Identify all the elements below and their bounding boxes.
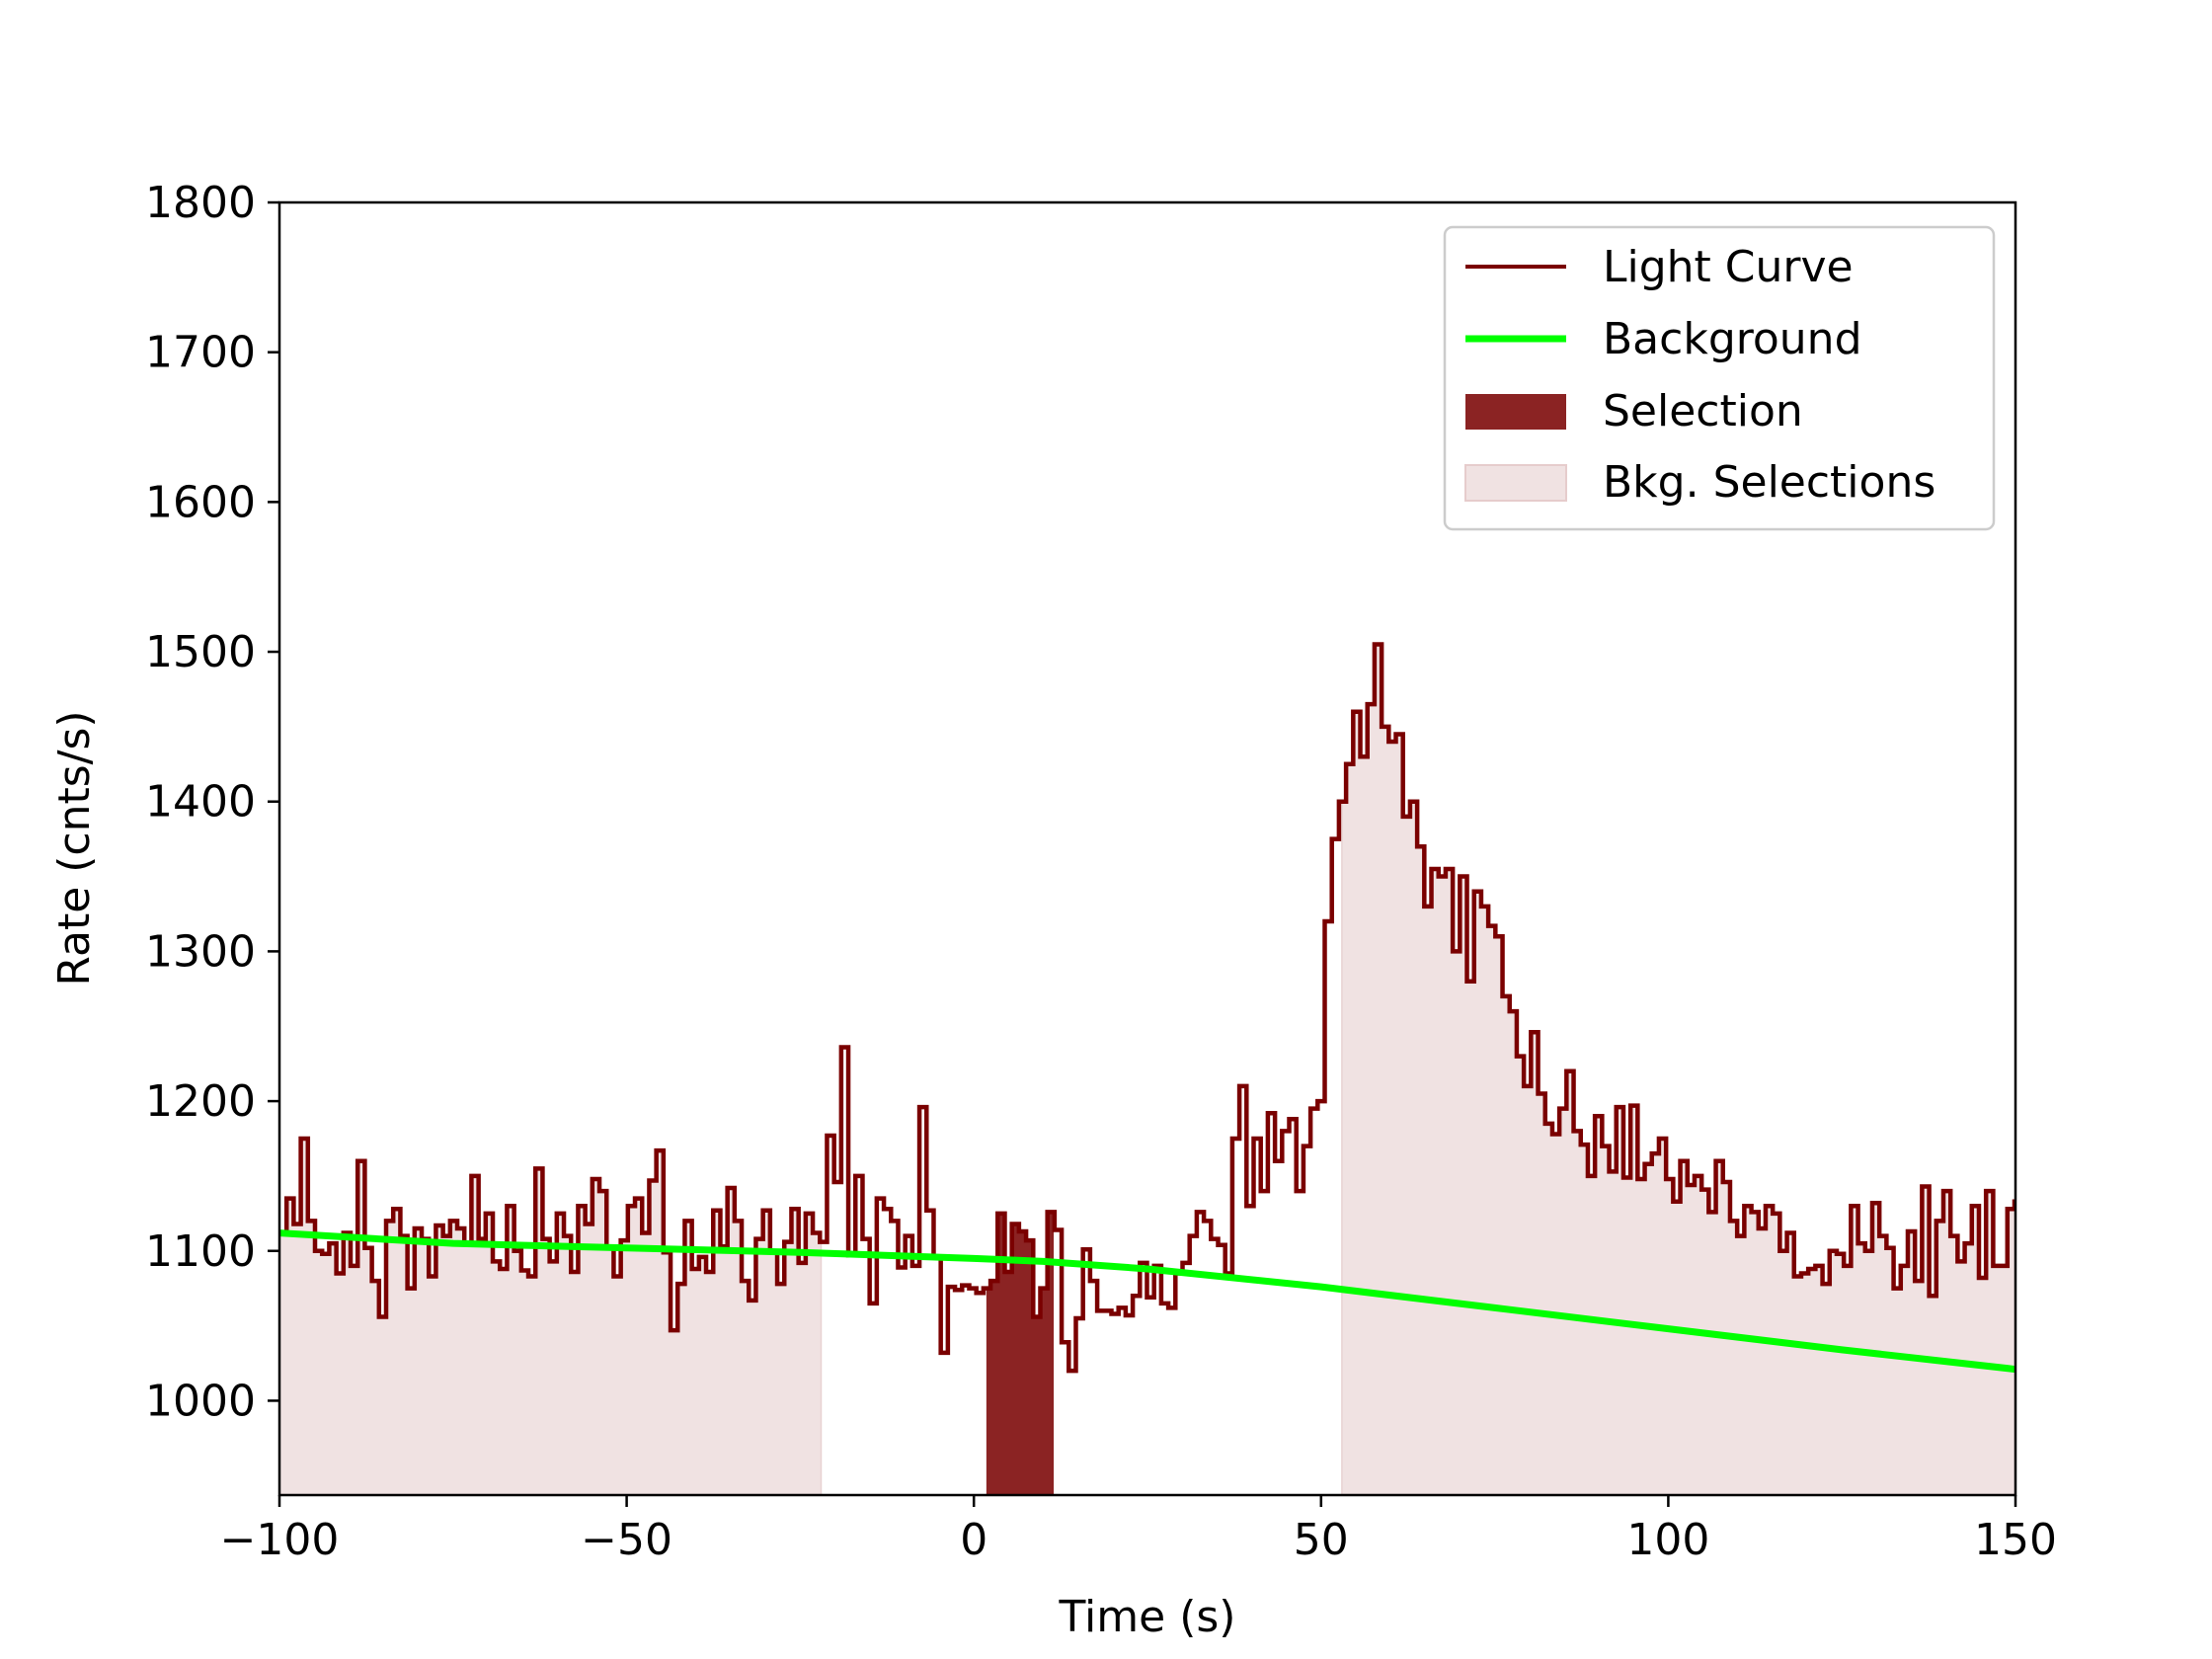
y-tick-label: 1400 bbox=[145, 777, 256, 828]
background-fit-layer bbox=[279, 1229, 2015, 1374]
y-tick-label: 1600 bbox=[145, 477, 256, 527]
y-tick-label: 1700 bbox=[145, 328, 256, 378]
legend-selection-label: Selection bbox=[1603, 386, 1803, 436]
legend-light-curve-label: Light Curve bbox=[1603, 242, 1854, 292]
x-tick-label: 100 bbox=[1626, 1515, 1709, 1565]
legend-selection-swatch bbox=[1465, 394, 1566, 430]
plot-frame bbox=[277, 200, 2017, 1497]
light-curve-layer bbox=[279, 642, 2015, 1374]
x-axis-ticks: −100 −50 0 50 100 150 bbox=[220, 1495, 2057, 1565]
x-tick-label: −50 bbox=[581, 1515, 672, 1565]
y-tick-label: 1500 bbox=[145, 627, 256, 677]
legend-bkg-selections-label: Bkg. Selections bbox=[1603, 457, 1936, 508]
legend-bkg-selections-swatch bbox=[1464, 464, 1567, 502]
y-axis-ticks: 1000 1100 1200 1300 1400 1500 1600 1700 1800 bbox=[145, 178, 279, 1426]
y-tick-label: 1000 bbox=[145, 1376, 256, 1426]
selection-layer bbox=[986, 1212, 1055, 1495]
x-tick-label: 0 bbox=[960, 1515, 988, 1565]
selection-region bbox=[986, 1212, 1055, 1495]
y-tick-label: 1100 bbox=[145, 1226, 256, 1277]
x-tick-label: 150 bbox=[1974, 1515, 2057, 1565]
y-tick-label: 1300 bbox=[145, 926, 256, 977]
background-fit-line bbox=[279, 1229, 2015, 1374]
y-axis-label: Rate (cnts/s) bbox=[49, 710, 100, 986]
light-curve-line bbox=[279, 642, 2015, 1374]
legend-box bbox=[1443, 225, 1996, 531]
x-tick-label: −100 bbox=[220, 1515, 340, 1565]
x-axis-label: Time (s) bbox=[1059, 1592, 1236, 1642]
legend: Light Curve Background Selection Bkg. Se… bbox=[1443, 225, 1996, 531]
plot-area bbox=[279, 642, 2015, 1495]
y-tick-label: 1800 bbox=[145, 178, 256, 228]
y-tick-label: 1200 bbox=[145, 1076, 256, 1127]
legend-background-label: Background bbox=[1603, 314, 1862, 364]
x-tick-label: 50 bbox=[1294, 1515, 1349, 1565]
